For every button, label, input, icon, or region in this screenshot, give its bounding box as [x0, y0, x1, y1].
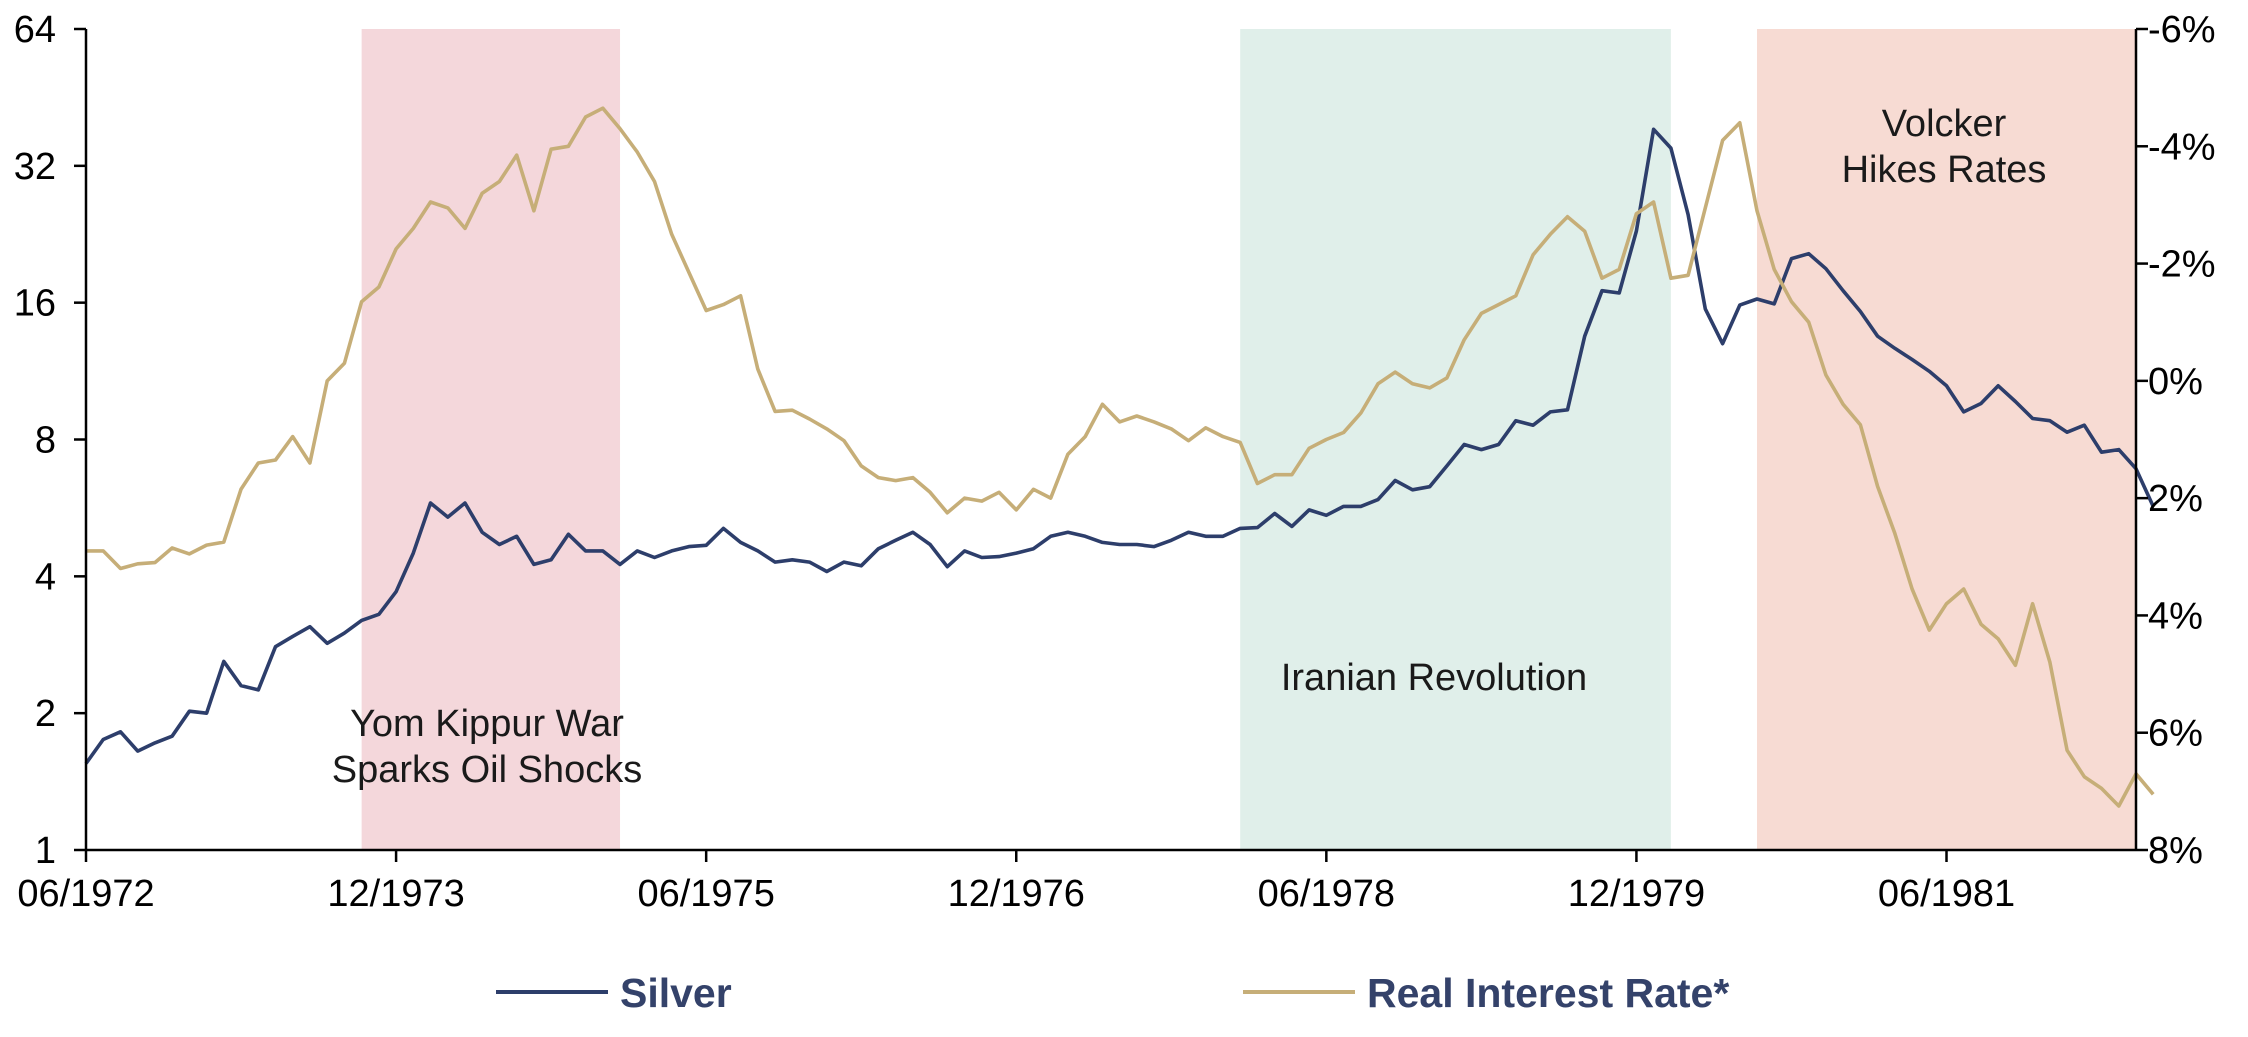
shaded-periods — [361, 29, 2136, 850]
left-tick-label: 8 — [35, 420, 56, 462]
series-lines — [84, 106, 2155, 808]
right-tick-label: -2% — [2148, 244, 2216, 286]
annotation-1-line-2: Sparks Oil Shocks — [332, 749, 642, 791]
x-tick-label: 12/1979 — [1568, 873, 1705, 915]
series-line-silver — [84, 127, 2155, 765]
annotation-1-line-1: Yom Kippur War — [350, 703, 624, 745]
right-tick-label: 0% — [2148, 361, 2203, 403]
right-tick-label: -4% — [2148, 126, 2216, 168]
left-tick-label: 1 — [35, 830, 56, 872]
left-tick-label: 64 — [14, 9, 56, 51]
shaded-period-3 — [1757, 29, 2136, 850]
x-tick-label: 06/1978 — [1258, 873, 1395, 915]
x-tick-label: 06/1981 — [1878, 873, 2015, 915]
series-line-real-interest-rate — [86, 106, 2155, 808]
shaded-period-1 — [361, 29, 621, 850]
left-tick-label: 16 — [14, 283, 56, 325]
annotation-2-line-1: Iranian Revolution — [1281, 657, 1587, 699]
right-tick-label: 8% — [2148, 830, 2203, 872]
legend: Silver Real Interest Rate* — [496, 970, 1729, 1016]
x-tick-label: 12/1973 — [327, 873, 464, 915]
right-tick-label: 2% — [2148, 478, 2203, 520]
x-tick-label: 06/1975 — [637, 873, 774, 915]
x-tick-label: 06/1972 — [17, 873, 154, 915]
axes: 1 2 4 8 16 32 64 -6% -4% -2% 0% 2% 4% 6% 8% 06/1972 12/1… — [14, 9, 2216, 915]
legend-label-2: Real Interest Rate* — [1367, 970, 1729, 1016]
right-tick-label: 4% — [2148, 595, 2203, 637]
annotation-3-line-1: Volcker — [1882, 103, 2007, 145]
left-tick-label: 2 — [35, 693, 56, 735]
left-tick-label: 32 — [14, 146, 56, 188]
left-tick-label: 4 — [35, 556, 56, 598]
right-tick-label: -6% — [2148, 9, 2216, 51]
x-tick-label: 12/1976 — [948, 873, 1085, 915]
shaded-period-2 — [1240, 29, 1671, 850]
legend-label-1: Silver — [620, 970, 732, 1016]
right-tick-label: 6% — [2148, 713, 2203, 755]
annotation-3-line-2: Hikes Rates — [1842, 149, 2047, 191]
